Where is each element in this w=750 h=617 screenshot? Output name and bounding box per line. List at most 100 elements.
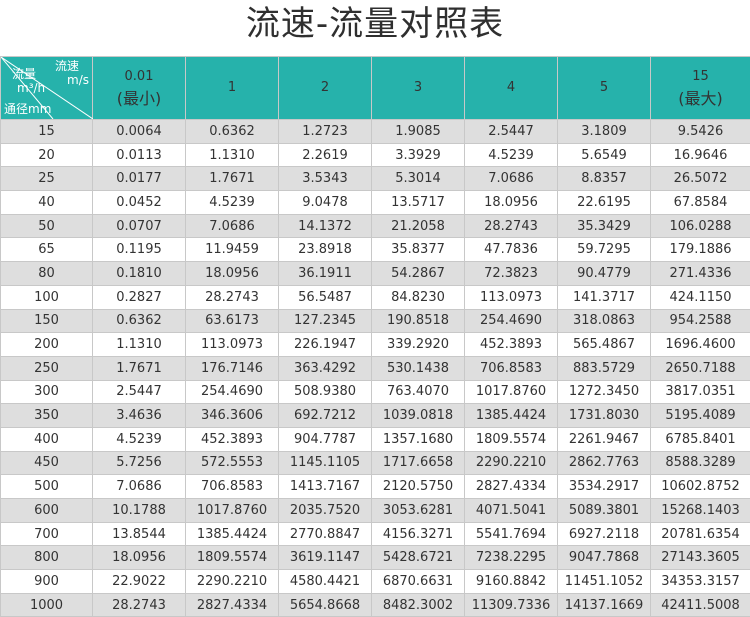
- flow-cell: 254.4690: [465, 309, 558, 333]
- flow-cell: 1413.7167: [279, 475, 372, 499]
- flow-cell: 35.3429: [558, 214, 651, 238]
- flow-cell: 3.5343: [279, 167, 372, 191]
- diameter-cell: 600: [1, 499, 93, 523]
- flow-cell: 2770.8847: [279, 522, 372, 546]
- diameter-cell: 450: [1, 451, 93, 475]
- flow-cell: 1.2723: [279, 120, 372, 144]
- flow-cell: 2827.4334: [186, 593, 279, 617]
- flow-cell: 6785.8401: [651, 427, 750, 451]
- flow-cell: 692.7212: [279, 404, 372, 428]
- diameter-cell: 800: [1, 546, 93, 570]
- flow-cell: 5654.8668: [279, 593, 372, 617]
- flow-cell: 1.1310: [93, 333, 186, 357]
- flow-cell: 72.3823: [465, 262, 558, 286]
- flow-cell: 18.0956: [186, 262, 279, 286]
- flow-cell: 1.7671: [93, 356, 186, 380]
- flow-cell: 7.0686: [186, 214, 279, 238]
- flow-cell: 8482.3002: [372, 593, 465, 617]
- flow-cell: 59.7295: [558, 238, 651, 262]
- diameter-cell: 50: [1, 214, 93, 238]
- corner-header: 流速 m/s 流量 m³/h 通径mm: [1, 57, 93, 120]
- flow-cell: 1.7671: [186, 167, 279, 191]
- flow-cell: 20781.6354: [651, 522, 750, 546]
- flow-cell: 0.0452: [93, 191, 186, 215]
- flow-cell: 346.3606: [186, 404, 279, 428]
- flow-cell: 271.4336: [651, 262, 750, 286]
- flow-cell: 5428.6721: [372, 546, 465, 570]
- flow-cell: 14137.1669: [558, 593, 651, 617]
- diameter-cell: 1000: [1, 593, 93, 617]
- flow-cell: 63.6173: [186, 309, 279, 333]
- diameter-cell: 400: [1, 427, 93, 451]
- flow-cell: 10.1788: [93, 499, 186, 523]
- flow-cell: 0.2827: [93, 285, 186, 309]
- diameter-cell: 200: [1, 333, 93, 357]
- flow-cell: 9.5426: [651, 120, 750, 144]
- diameter-cell: 500: [1, 475, 93, 499]
- flow-cell: 2290.2210: [186, 570, 279, 594]
- column-header: 2: [279, 57, 372, 120]
- flow-cell: 1731.8030: [558, 404, 651, 428]
- flow-cell: 28.2743: [465, 214, 558, 238]
- flow-cell: 2035.7520: [279, 499, 372, 523]
- column-speed-value: 0.01: [125, 69, 154, 84]
- flow-cell: 0.0707: [93, 214, 186, 238]
- flow-cell: 127.2345: [279, 309, 372, 333]
- diameter-cell: 700: [1, 522, 93, 546]
- flow-cell: 4.5239: [93, 427, 186, 451]
- column-speed-value: 3: [414, 80, 422, 95]
- diameter-cell: 250: [1, 356, 93, 380]
- flow-cell: 7.0686: [465, 167, 558, 191]
- flow-cell: 2290.2210: [465, 451, 558, 475]
- flow-cell: 13.8544: [93, 522, 186, 546]
- flow-cell: 35.8377: [372, 238, 465, 262]
- speed-label: 流速: [55, 60, 79, 73]
- flow-cell: 56.5487: [279, 285, 372, 309]
- column-speed-value: 5: [600, 80, 608, 95]
- flow-cell: 2.5447: [465, 120, 558, 144]
- speed-unit-label: m/s: [67, 74, 89, 87]
- flow-cell: 424.1150: [651, 285, 750, 309]
- flow-cell: 954.2588: [651, 309, 750, 333]
- flow-cell: 883.5729: [558, 356, 651, 380]
- flow-cell: 3817.0351: [651, 380, 750, 404]
- diameter-cell: 900: [1, 570, 93, 594]
- column-header: 15(最大): [651, 57, 750, 120]
- diameter-cell: 80: [1, 262, 93, 286]
- flow-cell: 3619.1147: [279, 546, 372, 570]
- flow-cell: 2120.5750: [372, 475, 465, 499]
- diameter-cell: 150: [1, 309, 93, 333]
- diameter-cell: 40: [1, 191, 93, 215]
- flow-cell: 26.5072: [651, 167, 750, 191]
- column-header: 0.01(最小): [93, 57, 186, 120]
- flow-cell: 1385.4424: [186, 522, 279, 546]
- flow-cell: 2.2619: [279, 143, 372, 167]
- flow-cell: 0.6362: [186, 120, 279, 144]
- flow-cell: 5.6549: [558, 143, 651, 167]
- flow-cell: 113.0973: [186, 333, 279, 357]
- flow-cell: 8588.3289: [651, 451, 750, 475]
- flow-cell: 8.8357: [558, 167, 651, 191]
- flow-cell: 2862.7763: [558, 451, 651, 475]
- flow-cell: 1017.8760: [465, 380, 558, 404]
- column-speed-value: 15: [692, 69, 709, 84]
- flow-cell: 36.1911: [279, 262, 372, 286]
- diameter-label: 通径mm: [4, 103, 51, 116]
- flow-cell: 530.1438: [372, 356, 465, 380]
- flow-cell: 54.2867: [372, 262, 465, 286]
- flow-cell: 4156.3271: [372, 522, 465, 546]
- flow-cell: 3053.6281: [372, 499, 465, 523]
- flow-cell: 18.0956: [465, 191, 558, 215]
